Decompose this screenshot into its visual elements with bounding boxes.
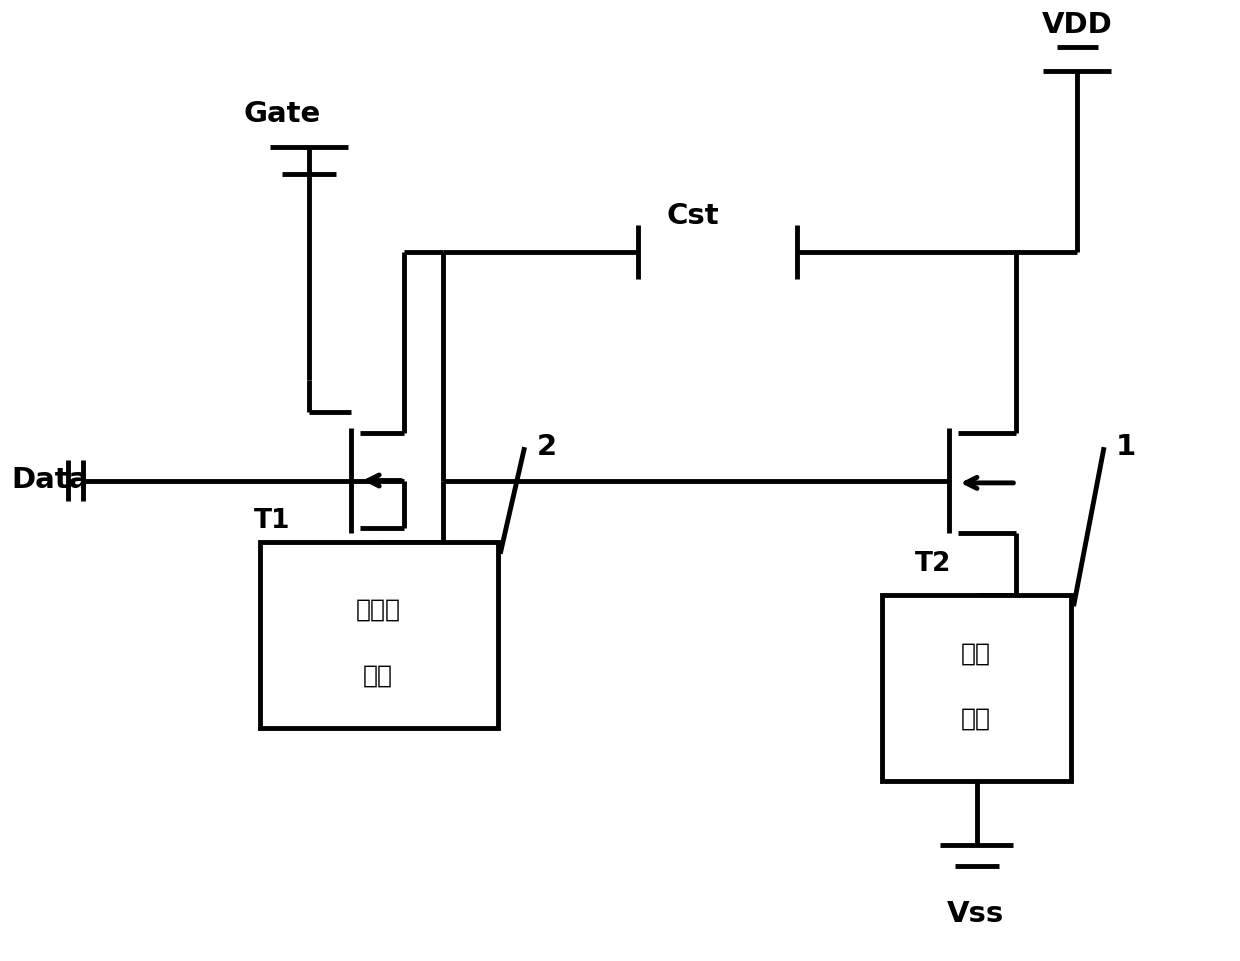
Text: 1: 1 xyxy=(1116,433,1136,461)
Text: Vss: Vss xyxy=(947,899,1004,928)
Text: Gate: Gate xyxy=(243,100,320,128)
Text: 模块: 模块 xyxy=(363,664,393,688)
Text: 充放电: 充放电 xyxy=(356,597,401,621)
Text: T1: T1 xyxy=(254,507,290,533)
Text: 2: 2 xyxy=(537,433,557,461)
Text: Data: Data xyxy=(11,466,89,495)
Text: Cst: Cst xyxy=(667,202,719,230)
Bar xyxy=(260,542,497,728)
Text: 元件: 元件 xyxy=(961,706,991,730)
Bar xyxy=(882,595,1071,780)
Text: T2: T2 xyxy=(915,552,951,578)
Text: VDD: VDD xyxy=(1042,12,1112,39)
Text: 发光: 发光 xyxy=(961,642,991,666)
